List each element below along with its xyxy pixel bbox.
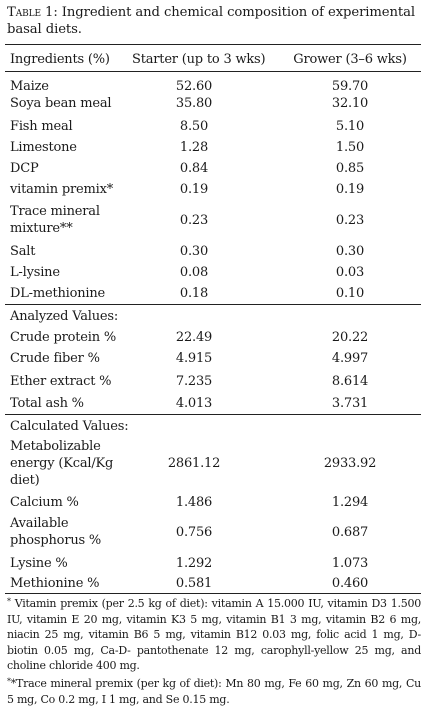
analyzed-name: Crude protein % — [10, 330, 116, 345]
footnote-vitamin-text: Vitamin premix (per 2.5 kg of diet): vit… — [7, 597, 422, 673]
ingredient-starter: 0.19 — [179, 182, 209, 197]
analyzed-grower: 4.997 — [331, 351, 369, 366]
section-rule — [5, 414, 421, 415]
ingredient-grower: 0.30 — [335, 244, 365, 259]
ingredient-starter: 0.84 — [179, 161, 209, 176]
ingredient-name: L-lysine — [10, 265, 60, 280]
calculated-grower: 1.294 — [331, 495, 369, 510]
bottom-rule — [5, 593, 421, 595]
analyzed-starter: 4.915 — [175, 351, 213, 366]
header-rule — [5, 71, 421, 72]
calculated-starter: 0.756 — [175, 525, 213, 540]
header-ingredients: Ingredients (%) — [10, 52, 110, 67]
ingredient-starter: 0.30 — [179, 244, 209, 259]
ingredient-starter: 0.23 — [179, 213, 209, 228]
analyzed-grower: 8.614 — [331, 374, 369, 389]
ingredient-starter: 52.60 — [175, 79, 213, 94]
ingredient-name: DL-methionine — [10, 286, 106, 301]
ingredient-grower: 1.50 — [335, 140, 365, 155]
ingredient-grower: 0.03 — [335, 265, 365, 280]
ingredient-name: Trace mineral mixture** — [10, 204, 100, 236]
calculated-grower: 0.460 — [331, 576, 369, 591]
header-starter: Starter (up to 3 wks) — [132, 52, 266, 67]
analyzed-starter: 22.49 — [175, 330, 213, 345]
calculated-starter: 2861.12 — [167, 456, 221, 471]
footnote-marker: * — [7, 676, 11, 686]
footnote-mineral: **Trace mineral premix (per kg of diet):… — [7, 674, 421, 707]
analyzed-name: Ether extract % — [10, 374, 112, 389]
ingredient-grower: 0.10 — [335, 286, 365, 301]
top-rule — [5, 44, 421, 46]
analyzed-grower: 20.22 — [331, 330, 369, 345]
ingredient-starter: 1.28 — [179, 140, 209, 155]
calculated-starter: 1.486 — [175, 495, 213, 510]
header-grower: Grower (3–6 wks) — [293, 52, 407, 67]
ingredient-name: Soya bean meal — [10, 96, 112, 111]
calculated-grower: 0.687 — [331, 525, 369, 540]
ingredient-grower: 0.19 — [335, 182, 365, 197]
ingredient-name: vitamin premix* — [10, 182, 114, 197]
calculated-name: Lysine % — [10, 556, 68, 571]
calculated-name: Calcium % — [10, 495, 79, 510]
ingredient-name: Salt — [10, 244, 36, 259]
ingredient-name: Maize — [10, 79, 49, 94]
calculated-grower: 2933.92 — [323, 456, 377, 471]
ingredient-grower: 59.70 — [331, 79, 369, 94]
calculated-heading: Calculated Values: — [10, 419, 129, 434]
analyzed-starter: 7.235 — [175, 374, 213, 389]
analyzed-name: Crude fiber % — [10, 351, 100, 366]
ingredient-starter: 35.80 — [175, 96, 213, 111]
calculated-name: Metabolizable energy (Kcal/Kg diet) — [10, 439, 114, 488]
ingredient-name: Fish meal — [10, 119, 73, 134]
calculated-starter: 0.581 — [175, 576, 213, 591]
table-footnotes: * Vitamin premix (per 2.5 kg of diet): v… — [7, 594, 421, 707]
table-caption-label: Table 1: — [7, 5, 58, 20]
ingredient-grower: 0.85 — [335, 161, 365, 176]
footnote-vitamin: * Vitamin premix (per 2.5 kg of diet): v… — [7, 594, 421, 674]
footnote-marker: * — [7, 597, 11, 606]
ingredient-starter: 8.50 — [179, 119, 209, 134]
calculated-grower: 1.073 — [331, 556, 369, 571]
calculated-starter: 1.292 — [175, 556, 213, 571]
calculated-name: Available phosphorus % — [10, 516, 102, 548]
analyzed-starter: 4.013 — [175, 396, 213, 411]
ingredient-starter: 0.08 — [179, 265, 209, 280]
analyzed-heading: Analyzed Values: — [10, 309, 119, 324]
ingredient-name: Limestone — [10, 140, 77, 155]
ingredient-grower: 0.23 — [335, 213, 365, 228]
table-caption-text: Ingredient and chemical composition of e… — [7, 5, 415, 37]
table-caption: Table 1: Ingredient and chemical composi… — [7, 4, 419, 38]
calculated-name: Methionine % — [10, 576, 100, 591]
analyzed-name: Total ash % — [10, 396, 84, 411]
ingredient-name: DCP — [10, 161, 39, 176]
ingredient-starter: 0.18 — [179, 286, 209, 301]
footnote-mineral-text: *Trace mineral premix (per kg of diet): … — [7, 676, 421, 706]
section-rule — [5, 304, 421, 305]
ingredient-grower: 32.10 — [331, 96, 369, 111]
analyzed-grower: 3.731 — [331, 396, 369, 411]
ingredient-grower: 5.10 — [335, 119, 365, 134]
